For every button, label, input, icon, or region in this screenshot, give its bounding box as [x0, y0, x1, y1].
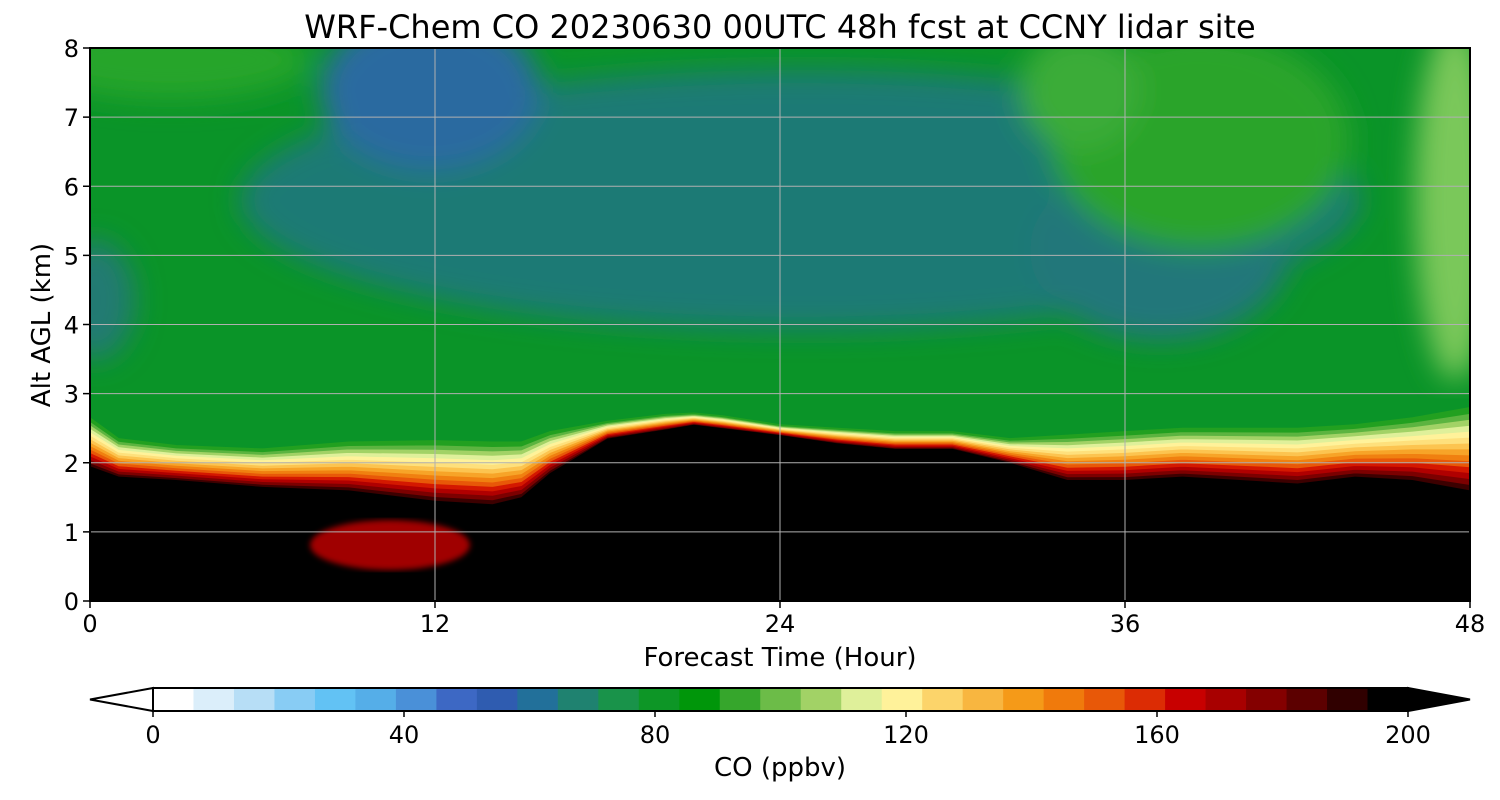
colorbar-tick-label: 80	[640, 721, 671, 749]
x-tick-label: 0	[82, 610, 97, 638]
colorbar-tick-label: 160	[1134, 721, 1180, 749]
colorbar-frame	[152, 687, 1409, 712]
y-tick-label: 8	[64, 35, 79, 63]
colorbar-segment	[314, 688, 357, 711]
colorbar-max-extension	[1407, 686, 1471, 713]
colorbar-tick-label: 200	[1385, 721, 1431, 749]
colorbar-segment	[638, 688, 680, 711]
y-tick-label: 2	[64, 450, 79, 478]
colorbar-segment	[922, 688, 964, 711]
right-edge-light-green	[1415, 48, 1470, 380]
colorbar-segment	[193, 688, 235, 711]
layer-band	[90, 406, 1470, 453]
colorbar: 0 40 80 120 160 200	[89, 686, 1471, 749]
colorbar-segment	[355, 688, 397, 711]
colorbar-segment	[1327, 688, 1369, 711]
colorbar-segment	[517, 688, 559, 711]
colorbar-label: CO (ppbv)	[714, 753, 846, 783]
y-tick-label: 1	[64, 519, 79, 547]
y-tick-label: 0	[64, 588, 79, 616]
y-tick-label: 5	[64, 242, 79, 270]
heatmap-field	[90, 48, 1470, 601]
lower-red-blob	[310, 520, 470, 570]
colorbar-segment	[800, 688, 842, 711]
colorbar-tick-label: 40	[389, 721, 420, 749]
colorbar-min-extension	[89, 686, 154, 713]
x-axis: 0 12 24 36 48	[82, 601, 1485, 638]
y-axis-label: Alt AGL (km)	[27, 243, 57, 407]
colorbar-segment	[598, 688, 640, 711]
colorbar-segment	[719, 688, 761, 711]
chart-title: WRF-Chem CO 20230630 00UTC 48h fcst at C…	[304, 8, 1255, 46]
grid-lines	[90, 48, 1470, 601]
colorbar-segment	[679, 688, 721, 711]
colorbar-segment	[1367, 688, 1409, 711]
colorbar-segment	[760, 688, 802, 711]
colorbar-segment	[1286, 688, 1328, 711]
upper-blue-patch	[320, 48, 540, 170]
colorbar-segment	[962, 688, 1004, 711]
x-axis-label: Forecast Time (Hour)	[643, 643, 916, 673]
colorbar-segment	[1165, 688, 1207, 711]
x-tick-label: 24	[765, 610, 796, 638]
colorbar-segment	[153, 688, 195, 711]
y-tick-label: 6	[64, 173, 79, 201]
colorbar-segment	[1084, 688, 1126, 711]
colorbar-segment	[1043, 688, 1085, 711]
y-axis: 0 1 2 3 4 5 6 7 8	[64, 35, 90, 616]
top-left-light-green	[90, 48, 310, 100]
y-tick-label: 3	[64, 381, 79, 409]
colorbar-segment	[881, 688, 923, 711]
colorbar-segment	[1246, 688, 1288, 711]
colorbar-segment	[1124, 688, 1166, 711]
colorbar-segment	[436, 688, 478, 711]
colorbar-segment	[274, 688, 316, 711]
x-tick-label: 36	[1110, 610, 1141, 638]
y-tick-label: 4	[64, 312, 79, 340]
colorbar-tick-label: 0	[145, 721, 160, 749]
colorbar-segment	[1205, 688, 1247, 711]
colorbar-segment	[395, 688, 437, 711]
lower-blob	[310, 520, 470, 570]
x-tick-label: 48	[1455, 610, 1486, 638]
colorbar-segment	[476, 688, 518, 711]
x-tick-label: 12	[420, 610, 451, 638]
colorbar-segment	[1003, 688, 1045, 711]
upper-right-light-green	[1020, 48, 1140, 150]
y-tick-label: 7	[64, 104, 79, 132]
colorbar-segment	[841, 688, 883, 711]
left-blue-patch	[90, 240, 135, 360]
colorbar-segment	[233, 688, 276, 711]
colorbar-tick-label: 120	[883, 721, 929, 749]
colorbar-segment	[557, 688, 599, 711]
